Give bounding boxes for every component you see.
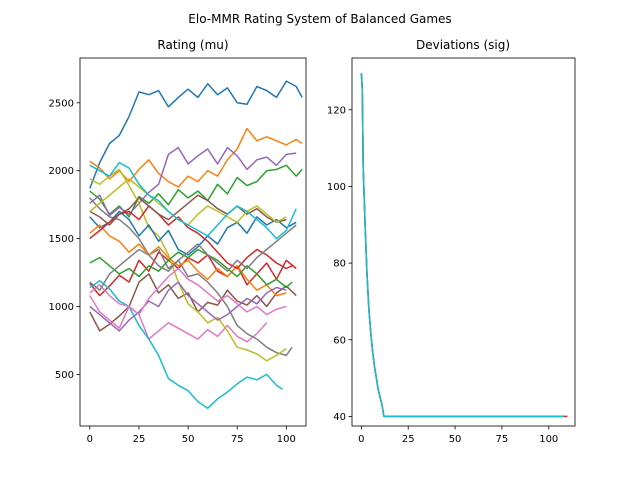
rating-axis-ticks: 0 25 50 75 100 500 1000 1500 2000 2500 xyxy=(49,98,296,445)
deviation-y-tick-label: 120 xyxy=(327,105,346,116)
rating-series-line-13 xyxy=(89,248,293,289)
deviation-y-tick-label: 100 xyxy=(327,182,346,193)
rating-series-line-8 xyxy=(89,197,293,357)
deviation-x-tick-label: 100 xyxy=(539,434,558,445)
deviation-series-line-3 xyxy=(360,73,564,418)
deviation-panel-title: Deviations (sig) xyxy=(416,38,510,52)
rating-panel: Rating (mu) 0 25 50 75 100 500 1000 1500 2000 250… xyxy=(49,38,307,445)
deviation-series-group xyxy=(360,73,568,418)
rating-series-line-18 xyxy=(89,224,297,291)
rating-panel-frame xyxy=(79,57,307,427)
deviation-y-tick-label: 60 xyxy=(333,335,346,346)
rating-series-line-20 xyxy=(89,161,297,240)
rating-y-tick-label: 2500 xyxy=(49,98,74,109)
rating-x-tick-label: 100 xyxy=(277,434,296,445)
rating-series-line-16 xyxy=(89,194,287,226)
rating-y-tick-label: 1000 xyxy=(49,302,74,313)
rating-series-line-17 xyxy=(89,267,287,316)
deviation-x-tick-label: 25 xyxy=(402,434,415,445)
deviation-x-tick-label: 50 xyxy=(449,434,462,445)
rating-series-line-6 xyxy=(89,273,297,332)
rating-y-tick-label: 500 xyxy=(55,370,74,381)
deviation-axis-ticks: 0 25 50 75 100 40 60 80 100 120 xyxy=(327,105,558,445)
deviation-y-tick-label: 40 xyxy=(333,412,346,423)
figure-suptitle: Elo-MMR Rating System of Balanced Games xyxy=(188,12,451,26)
rating-series-group xyxy=(89,80,303,410)
rating-y-tick-label: 1500 xyxy=(49,234,74,245)
deviation-series-line-2 xyxy=(360,73,568,418)
rating-series-line-11 xyxy=(89,210,297,256)
rating-series-line-12 xyxy=(89,224,287,297)
deviation-panel: Deviations (sig) 0 25 50 75 100 40 60 80 100 120 xyxy=(327,38,576,445)
deviation-x-tick-label: 75 xyxy=(496,434,509,445)
rating-y-tick-label: 2000 xyxy=(49,166,74,177)
rating-series-line-15 xyxy=(89,281,287,332)
rating-x-tick-label: 75 xyxy=(231,434,244,445)
rating-x-tick-label: 25 xyxy=(133,434,146,445)
deviation-y-tick-label: 80 xyxy=(333,259,346,270)
rating-panel-title: Rating (mu) xyxy=(157,38,228,52)
rating-x-tick-label: 50 xyxy=(182,434,195,445)
rating-series-line-2 xyxy=(89,127,303,188)
rating-series-line-5 xyxy=(89,146,297,217)
rating-series-line-1 xyxy=(89,80,303,189)
rating-series-line-9 xyxy=(89,168,287,362)
rating-series-line-4 xyxy=(89,251,297,297)
deviation-panel-frame xyxy=(351,57,576,427)
rating-series-line-3 xyxy=(89,164,303,218)
rating-series-line-10 xyxy=(89,279,283,410)
rating-series-line-7 xyxy=(89,295,268,343)
deviation-series-line-1 xyxy=(360,73,564,418)
deviation-x-tick-label: 0 xyxy=(358,434,364,445)
rating-series-line-14 xyxy=(89,205,293,270)
rating-x-tick-label: 0 xyxy=(87,434,93,445)
